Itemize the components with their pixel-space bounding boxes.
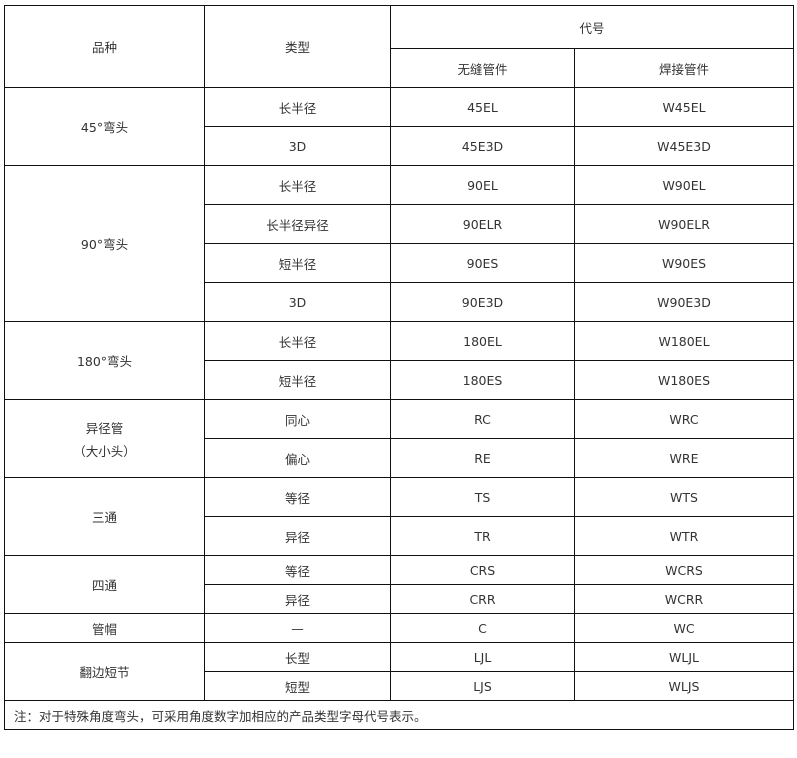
seamless-cell: 90EL (390, 165, 575, 205)
seamless-cell: 45E3D (390, 126, 575, 166)
table-row: 180°弯头 长半径 180EL W180EL (4, 321, 795, 400)
variety-cell: 翻边短节 (4, 642, 205, 701)
pipe-fitting-code-table: 品种 类型 代号 无缝管件 焊接管件 45°弯头 长半径 45EL W45EL 3D 45… (3, 5, 795, 730)
variety-label: 45°弯头 (80, 120, 129, 135)
table-row: 三通 等径 TS WTS (4, 477, 795, 556)
table-note: 注：对于特殊角度弯头，可采用角度数字加相应的产品类型字母代号表示。 (3, 700, 795, 730)
welded-cell: W180EL (573, 321, 795, 361)
type-cell: 长型 (204, 642, 391, 672)
variety-label: 管帽 (91, 621, 117, 637)
welded-cell: W90EL (573, 165, 795, 205)
type-cell: 3D (204, 126, 391, 166)
welded-cell: W90ELR (573, 204, 795, 244)
welded-cell: WCRR (573, 584, 795, 614)
type-cell: — (204, 613, 391, 643)
welded-cell: WRE (573, 438, 795, 478)
type-cell: 长半径 (204, 321, 391, 361)
welded-cell: WCRS (573, 555, 795, 585)
welded-cell: W180ES (573, 360, 795, 400)
table-row: 异径 TR WTR (5, 516, 795, 556)
table-row: 管帽 — C WC (4, 613, 795, 643)
variety-label: 三通 (91, 510, 117, 525)
variety-label: 翻边短节 (79, 665, 130, 680)
type-cell: 短型 (204, 671, 391, 701)
table-row: 短半径 180ES W180ES (5, 360, 795, 400)
type-cell: 短半径 (204, 360, 391, 400)
welded-cell: W45EL (573, 87, 795, 127)
table-row: 短型 LJS WLJS (5, 671, 795, 701)
welded-cell: WLJL (573, 642, 795, 672)
variety-cell: 四通 (4, 555, 205, 614)
variety-label: 180°弯头 (76, 354, 133, 369)
welded-cell: WC (573, 613, 795, 643)
table-row: 90°弯头 长半径 90EL W90EL (4, 165, 795, 322)
variety-cell: 180°弯头 (4, 321, 205, 400)
seamless-cell: RC (390, 399, 575, 439)
type-cell: 偏心 (204, 438, 391, 478)
header-variety: 品种 (4, 5, 205, 88)
welded-cell: W90ES (573, 243, 795, 283)
type-cell: 短半径 (204, 243, 391, 283)
variety-cell: 管帽 (4, 613, 205, 643)
header-code: 代号 (389, 5, 795, 49)
welded-cell: WRC (573, 399, 795, 439)
welded-cell: W45E3D (573, 126, 795, 166)
variety-label: 四通 (91, 578, 117, 593)
table-row: 翻边短节 长型 LJL WLJL (4, 642, 795, 701)
variety-cell: 三通 (4, 477, 205, 556)
welded-cell: WLJS (573, 671, 795, 701)
header-type: 类型 (204, 5, 391, 88)
table-row: 异径 CRR WCRR (5, 584, 795, 614)
table-row: 长半径异径 90ELR W90ELR (5, 204, 795, 244)
type-cell: 等径 (204, 555, 391, 585)
type-cell: 3D (204, 282, 391, 322)
welded-cell: WTS (573, 477, 795, 517)
table-row: 3D 90E3D W90E3D (5, 282, 795, 322)
welded-cell: W90E3D (573, 282, 795, 322)
seamless-cell: 90E3D (390, 282, 575, 322)
seamless-cell: 180ES (390, 360, 575, 400)
seamless-cell: RE (390, 438, 575, 478)
seamless-cell: 90ES (390, 243, 575, 283)
variety-label: 异径管 (85, 420, 124, 436)
type-cell: 长半径 (204, 165, 391, 205)
type-cell: 长半径 (204, 87, 391, 127)
seamless-cell: 180EL (390, 321, 575, 361)
type-cell: 长半径异径 (204, 204, 391, 244)
variety-label: 90°弯头 (80, 237, 129, 252)
seamless-cell: CRR (390, 584, 575, 614)
table-row: 3D 45E3D W45E3D (5, 126, 795, 166)
seamless-cell: TR (390, 516, 575, 556)
type-cell: 等径 (204, 477, 391, 517)
type-cell: 异径 (204, 584, 391, 614)
seamless-cell: CRS (390, 555, 575, 585)
seamless-cell: 90ELR (390, 204, 575, 244)
table-row: 45°弯头 长半径 45EL W45EL (4, 87, 795, 166)
seamless-cell: TS (390, 477, 575, 517)
table-row: 短半径 90ES W90ES (5, 243, 795, 283)
header-welded: 焊接管件 (573, 48, 795, 88)
seamless-cell: C (390, 613, 575, 643)
table-row: 异径管 （大小头） 同心 RC WRC (4, 399, 795, 478)
seamless-cell: 45EL (390, 87, 575, 127)
seamless-cell: LJS (390, 671, 575, 701)
variety-cell: 异径管 （大小头） (4, 399, 205, 478)
table-row: 四通 等径 CRS WCRS (4, 555, 795, 614)
type-cell: 同心 (204, 399, 391, 439)
header-seamless: 无缝管件 (390, 48, 575, 88)
variety-cell: 90°弯头 (4, 165, 205, 322)
welded-cell: WTR (573, 516, 795, 556)
type-cell: 异径 (204, 516, 391, 556)
seamless-cell: LJL (390, 642, 575, 672)
variety-sublabel: （大小头） (73, 443, 136, 459)
variety-cell: 45°弯头 (4, 87, 205, 166)
table-row: 偏心 RE WRE (5, 438, 795, 478)
